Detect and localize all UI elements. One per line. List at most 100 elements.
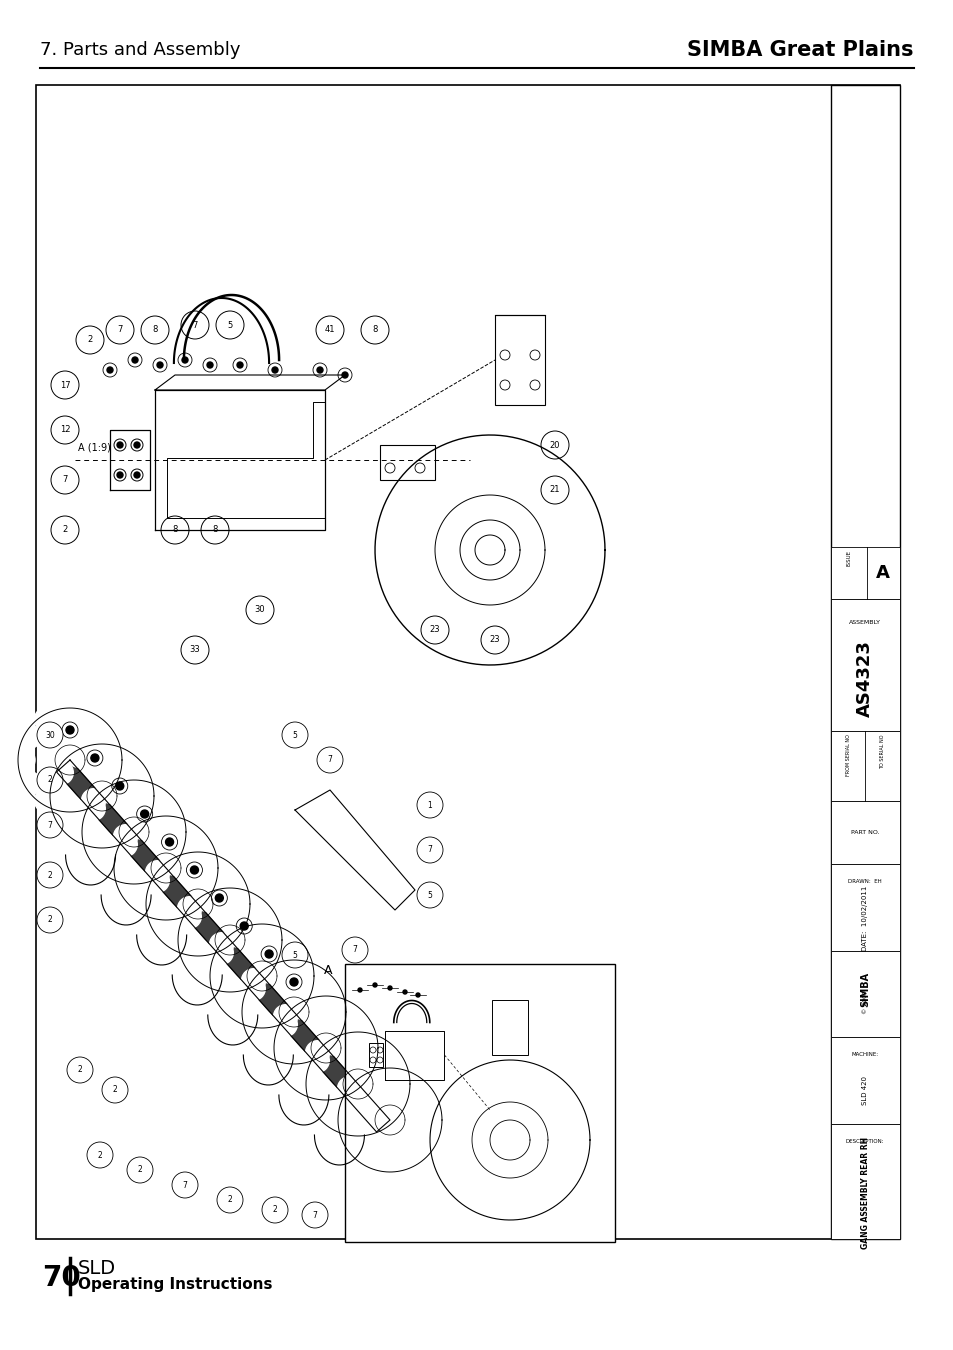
Circle shape — [393, 1072, 416, 1096]
Circle shape — [131, 807, 154, 832]
Circle shape — [386, 1095, 411, 1119]
Text: 2: 2 — [228, 1196, 233, 1204]
Circle shape — [305, 960, 329, 983]
Text: DESCRIPTION:: DESCRIPTION: — [845, 1138, 883, 1143]
Circle shape — [480, 626, 509, 653]
Circle shape — [540, 477, 568, 504]
Circle shape — [113, 439, 126, 451]
Circle shape — [305, 1049, 329, 1072]
Text: 70: 70 — [42, 1264, 81, 1292]
Circle shape — [66, 726, 74, 734]
Bar — [830, 950, 899, 1037]
Circle shape — [258, 904, 282, 929]
Circle shape — [127, 1157, 152, 1183]
Circle shape — [58, 795, 82, 819]
Circle shape — [51, 466, 79, 494]
Circle shape — [376, 1048, 382, 1053]
Circle shape — [98, 771, 123, 795]
Circle shape — [98, 861, 122, 884]
Text: 8: 8 — [152, 325, 157, 335]
Bar — [830, 85, 899, 1239]
Circle shape — [194, 833, 218, 856]
Circle shape — [495, 1202, 524, 1231]
Polygon shape — [154, 375, 345, 390]
Circle shape — [560, 1162, 590, 1193]
Text: A: A — [875, 564, 889, 582]
Circle shape — [241, 887, 265, 911]
Circle shape — [314, 990, 337, 1012]
Circle shape — [215, 894, 223, 902]
Circle shape — [346, 1119, 370, 1143]
Circle shape — [113, 744, 137, 767]
Circle shape — [316, 367, 323, 373]
Circle shape — [233, 892, 256, 917]
Circle shape — [355, 1060, 378, 1084]
Text: 30: 30 — [45, 730, 55, 740]
Circle shape — [81, 788, 106, 813]
Circle shape — [376, 1057, 382, 1062]
Circle shape — [152, 358, 167, 373]
Circle shape — [234, 1000, 258, 1025]
Bar — [830, 547, 899, 598]
Circle shape — [177, 815, 201, 840]
Text: 20: 20 — [549, 440, 559, 450]
Circle shape — [305, 1041, 329, 1065]
Circle shape — [273, 1012, 297, 1037]
Circle shape — [401, 1149, 425, 1173]
Circle shape — [218, 882, 242, 905]
Circle shape — [17, 771, 41, 795]
Circle shape — [194, 879, 218, 903]
Circle shape — [495, 1049, 524, 1079]
Circle shape — [574, 485, 618, 528]
Circle shape — [499, 350, 510, 360]
Circle shape — [51, 416, 79, 444]
Circle shape — [357, 988, 361, 992]
Text: 5: 5 — [427, 891, 432, 899]
Circle shape — [416, 882, 442, 909]
Circle shape — [166, 838, 173, 846]
Circle shape — [258, 952, 282, 976]
Circle shape — [241, 976, 265, 1000]
Text: Operating Instructions: Operating Instructions — [78, 1277, 273, 1292]
Circle shape — [146, 779, 170, 803]
Text: 7: 7 — [48, 821, 52, 829]
Text: 2: 2 — [97, 1150, 102, 1160]
Circle shape — [423, 421, 468, 466]
Text: SIMBA: SIMBA — [860, 972, 869, 1007]
Text: A: A — [323, 964, 332, 976]
Circle shape — [81, 796, 105, 821]
Circle shape — [37, 863, 63, 888]
Circle shape — [361, 485, 405, 528]
Circle shape — [533, 1060, 562, 1089]
Circle shape — [102, 1077, 128, 1103]
Circle shape — [337, 1077, 361, 1100]
Text: SLD: SLD — [78, 1258, 116, 1277]
Circle shape — [37, 722, 63, 748]
Circle shape — [90, 737, 113, 761]
Bar — [379, 446, 435, 481]
Circle shape — [186, 845, 210, 869]
Circle shape — [194, 969, 218, 992]
Circle shape — [117, 441, 123, 448]
Text: ASSEMBLY: ASSEMBLY — [848, 620, 881, 625]
Circle shape — [530, 379, 539, 390]
Circle shape — [315, 316, 344, 344]
Polygon shape — [56, 760, 390, 1131]
Circle shape — [177, 904, 201, 929]
Circle shape — [37, 767, 63, 792]
Text: 7: 7 — [62, 475, 68, 485]
Text: 33: 33 — [190, 645, 200, 655]
Circle shape — [361, 572, 405, 616]
Circle shape — [533, 1191, 562, 1220]
Circle shape — [34, 707, 58, 732]
Circle shape — [377, 1061, 401, 1085]
Circle shape — [337, 995, 361, 1019]
Circle shape — [424, 1108, 449, 1133]
Circle shape — [131, 760, 154, 784]
Circle shape — [265, 950, 273, 958]
Circle shape — [282, 722, 308, 748]
Text: 7: 7 — [427, 845, 432, 855]
Text: 2: 2 — [62, 525, 68, 535]
Circle shape — [355, 1068, 378, 1091]
Circle shape — [291, 995, 314, 1019]
